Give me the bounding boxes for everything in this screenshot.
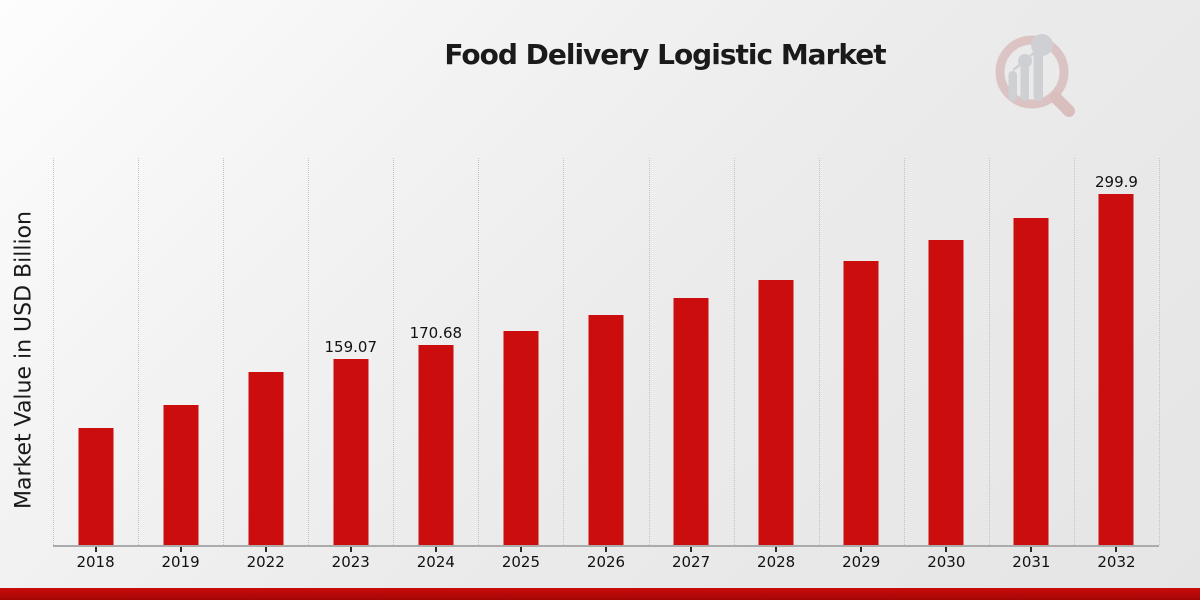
x-tick-label-2018: 2018 xyxy=(76,553,115,571)
x-tick-label-2031: 2031 xyxy=(1012,553,1051,571)
bottom-accent-strip xyxy=(0,588,1200,600)
gridline xyxy=(478,158,480,545)
x-tick-2027 xyxy=(690,547,693,552)
x-tick-2018 xyxy=(94,547,97,552)
x-tick-2029 xyxy=(860,547,863,552)
x-tick-label-2032: 2032 xyxy=(1097,553,1136,571)
x-tick-2024 xyxy=(434,547,437,552)
y-axis-label: Market Value in USD Billion xyxy=(11,210,37,510)
plot-area: 159.07 170.68 299.9 xyxy=(53,158,1160,547)
x-tick-label-2024: 2024 xyxy=(416,553,455,571)
gridline xyxy=(733,158,735,545)
bar-2018 xyxy=(78,428,114,545)
chart-title: Food Delivery Logistic Market xyxy=(444,38,886,71)
bar-2030 xyxy=(928,240,964,545)
gridline xyxy=(53,158,54,545)
x-tick-label-2029: 2029 xyxy=(842,553,881,571)
x-axis: 2018 2019 2022 2023 2024 2025 2026 2027 2028 2029… xyxy=(53,547,1159,579)
x-tick-label-2025: 2025 xyxy=(501,553,541,571)
value-label-2023: 159.07 xyxy=(324,338,378,356)
gridline xyxy=(393,158,395,545)
x-tick-2025 xyxy=(519,547,522,552)
bar-2023 xyxy=(333,359,369,545)
value-label-2024: 170.68 xyxy=(409,324,463,343)
bar-2024 xyxy=(418,345,454,545)
gridline xyxy=(223,158,225,545)
gridline xyxy=(308,158,310,545)
gridline xyxy=(988,158,990,545)
x-tick-2019 xyxy=(179,547,182,552)
bar-2019 xyxy=(163,404,199,545)
x-tick-label-2026: 2026 xyxy=(586,553,626,571)
bar-2027 xyxy=(673,298,709,545)
gridline xyxy=(903,158,905,545)
gridline xyxy=(138,158,140,545)
x-tick-2032 xyxy=(1115,547,1118,552)
x-tick-2026 xyxy=(605,547,607,552)
x-tick-label-2019: 2019 xyxy=(161,553,200,571)
bar-2031 xyxy=(1013,218,1049,545)
bar-2029 xyxy=(843,261,879,545)
value-label-2032: 299.9 xyxy=(1094,173,1138,192)
x-tick-2030 xyxy=(945,547,948,552)
bar-2022 xyxy=(248,371,284,545)
gridline xyxy=(818,158,820,545)
x-tick-label-2028: 2028 xyxy=(757,553,796,571)
gridline xyxy=(1073,158,1075,545)
bar-2028 xyxy=(758,280,794,545)
gridline xyxy=(1159,158,1160,545)
x-tick-2023 xyxy=(349,547,352,552)
gridline xyxy=(563,158,565,545)
bar-2026 xyxy=(588,315,624,545)
x-tick-2031 xyxy=(1030,547,1033,552)
x-tick-2028 xyxy=(775,547,778,552)
bar-2032 xyxy=(1098,194,1134,545)
x-tick-label-2023: 2023 xyxy=(331,553,370,571)
bar-2025 xyxy=(503,330,539,545)
x-tick-label-2027: 2027 xyxy=(671,553,711,571)
magnifier-bar-chart-logo-icon xyxy=(995,34,1075,117)
gridline xyxy=(648,158,650,545)
x-tick-label-2022: 2022 xyxy=(246,553,285,571)
x-tick-2022 xyxy=(264,547,267,552)
x-tick-label-2030: 2030 xyxy=(927,553,966,571)
